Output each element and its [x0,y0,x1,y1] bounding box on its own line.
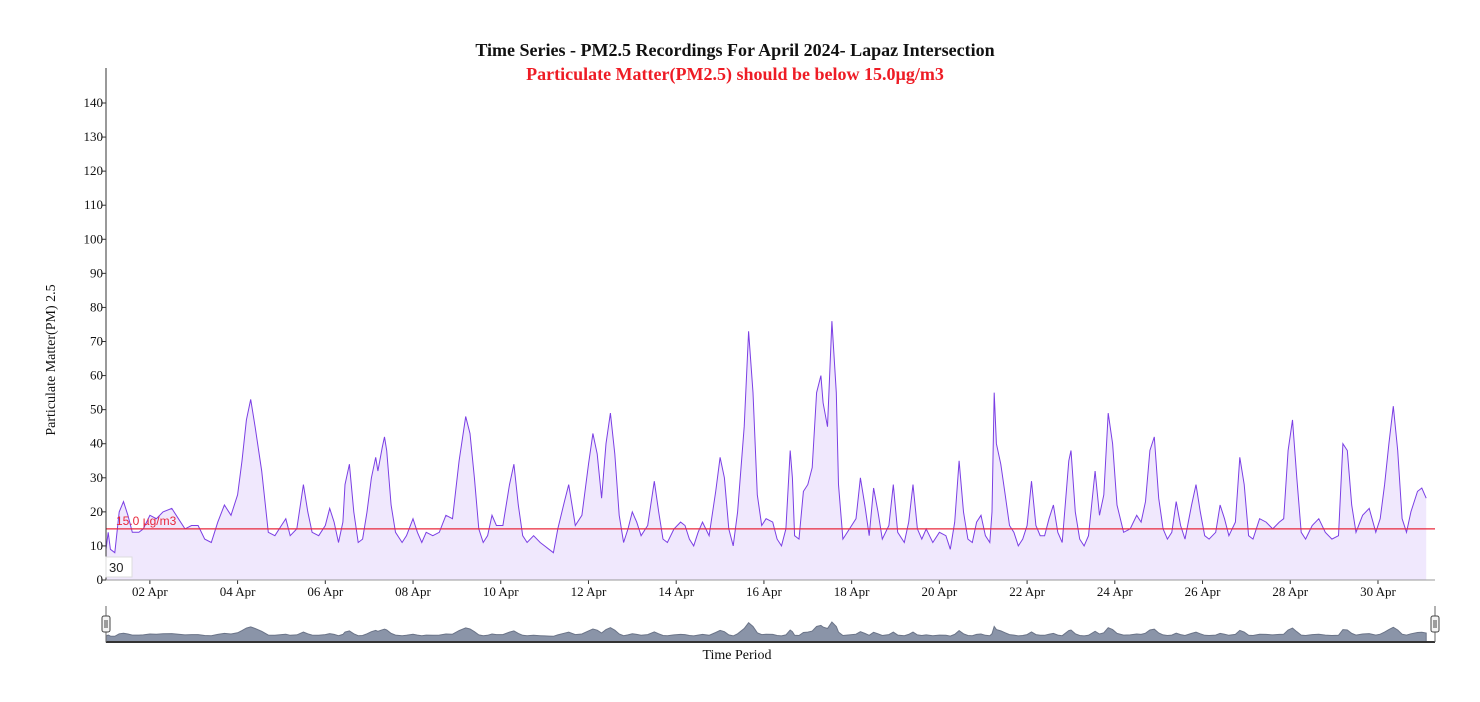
y-axis-title: Particulate Matter(PM) 2.5 [44,284,59,435]
x-tick-label: 16 Apr [746,584,782,599]
x-axis-title: Time Period [702,648,771,663]
x-tick-label: 24 Apr [1097,584,1133,599]
y-tick-label: 100 [84,231,104,246]
navigator-right-handle[interactable] [1430,615,1440,633]
x-tick-label: 02 Apr [132,584,168,599]
y-tick-label: 80 [90,299,103,314]
x-axis-ticks: 02 Apr 04 Apr 06 Apr 08 Apr 10 Apr 12 Apr 14 A… [132,580,1397,599]
x-tick-label: 10 Apr [483,584,519,599]
x-tick-label: 06 Apr [307,584,343,599]
y-tick-label: 50 [90,402,103,417]
x-tick-label: 22 Apr [1009,584,1045,599]
pm25-series-line [105,321,1427,554]
y-tick-label: 90 [90,265,103,280]
x-tick-label: 18 Apr [834,584,870,599]
y-tick-label: 140 [84,95,104,110]
navigator[interactable] [101,606,1440,643]
chart-subtitle: Particulate Matter(PM2.5) should be belo… [526,64,944,84]
y-tick-label: 30 [90,470,103,485]
chart-title: Time Series - PM2.5 Recordings For April… [475,40,995,60]
range-badge-label[interactable]: 30 [109,560,123,575]
range-badge[interactable]: 30 [105,556,133,578]
y-tick-label: 20 [90,504,103,519]
navigator-area [105,621,1427,643]
y-tick-label: 70 [90,334,103,349]
x-tick-label: 12 Apr [571,584,607,599]
pm25-area-fill [106,321,1427,580]
x-tick-label: 20 Apr [921,584,957,599]
y-tick-label: 120 [84,163,104,178]
threshold-label: 15.0 µg/m3 [116,514,177,528]
y-tick-label: 0 [97,572,104,587]
x-tick-label: 14 Apr [658,584,694,599]
x-tick-label: 08 Apr [395,584,431,599]
navigator-left-handle[interactable] [101,615,111,633]
range-badge-box[interactable] [105,556,133,578]
y-tick-label: 130 [84,129,104,144]
y-axis-ticks: 0 10 20 30 40 50 60 70 80 90 100 110 120 130 140 [84,95,106,587]
y-tick-label: 10 [90,538,103,553]
x-tick-label: 28 Apr [1272,584,1308,599]
y-tick-label: 40 [90,436,103,451]
x-tick-label: 04 Apr [220,584,256,599]
x-tick-label: 30 Apr [1360,584,1396,599]
y-tick-label: 110 [84,197,103,212]
y-tick-label: 60 [90,368,103,383]
x-tick-label: 26 Apr [1185,584,1221,599]
